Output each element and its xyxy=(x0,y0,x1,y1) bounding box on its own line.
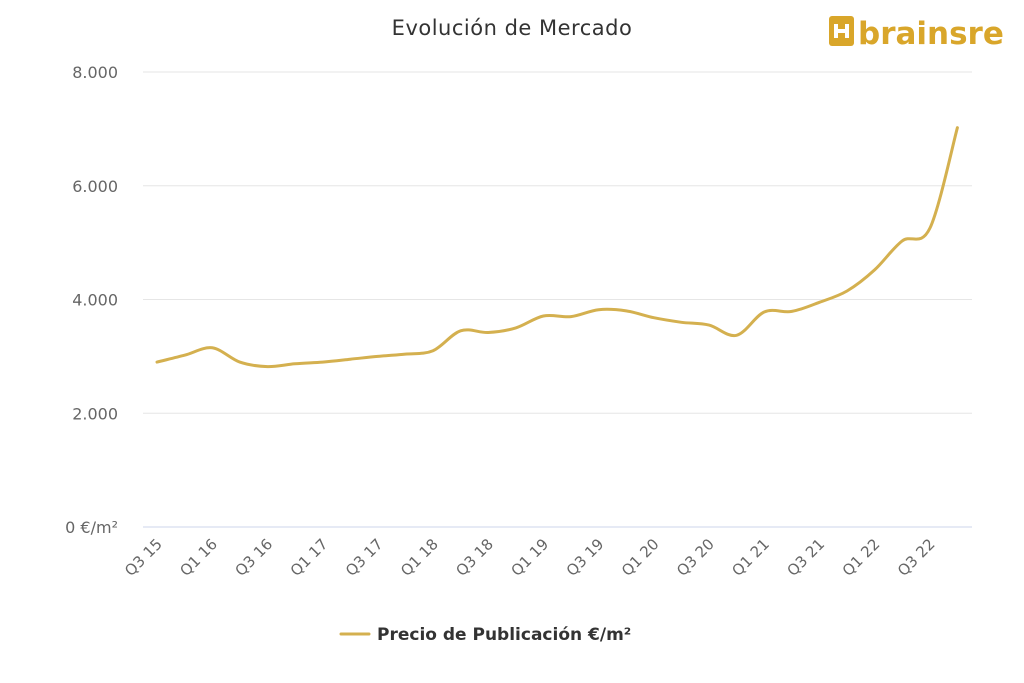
data-point[interactable] xyxy=(951,122,963,134)
x-tick-label: Q1 21 xyxy=(728,535,773,580)
data-point[interactable] xyxy=(924,222,936,234)
data-point[interactable] xyxy=(317,356,329,368)
data-point[interactable] xyxy=(344,353,356,365)
x-tick-label: Q3 15 xyxy=(121,535,166,580)
data-point[interactable] xyxy=(841,285,853,297)
data-point[interactable] xyxy=(565,311,577,323)
x-tick-label: Q1 20 xyxy=(618,535,663,580)
y-tick-label: 4.000 xyxy=(72,291,118,310)
data-point[interactable] xyxy=(206,342,218,354)
y-tick-label: 2.000 xyxy=(72,404,118,423)
y-tick-label: 8.000 xyxy=(72,63,118,82)
series-line[interactable] xyxy=(155,126,959,369)
x-tick-label: Q3 22 xyxy=(894,535,939,580)
x-tick-label: Q1 18 xyxy=(397,535,442,580)
x-tick-label: Q3 19 xyxy=(563,535,608,580)
y-tick-label: 6.000 xyxy=(72,177,118,196)
x-tick-label: Q3 17 xyxy=(342,535,387,580)
data-point[interactable] xyxy=(896,235,908,247)
data-point[interactable] xyxy=(703,319,715,331)
x-tick-label: Q3 21 xyxy=(784,535,829,580)
data-point[interactable] xyxy=(427,345,439,357)
brand-logo: brainsre xyxy=(829,16,1004,52)
x-tick-label: Q3 16 xyxy=(232,535,277,580)
data-point[interactable] xyxy=(482,326,494,338)
data-point[interactable] xyxy=(731,329,743,341)
brand-logo-text: brainsre xyxy=(858,16,1004,52)
data-point[interactable] xyxy=(399,348,411,360)
grid-lines xyxy=(143,71,972,528)
y-tick-label: 0 €/m² xyxy=(65,518,118,537)
x-tick-label: Q3 20 xyxy=(673,535,718,580)
data-point[interactable] xyxy=(261,361,273,373)
x-tick-label: Q1 17 xyxy=(287,535,332,580)
data-point[interactable] xyxy=(648,312,660,324)
data-point[interactable] xyxy=(813,296,825,308)
data-point[interactable] xyxy=(786,305,798,317)
data-point[interactable] xyxy=(179,349,191,361)
x-tick-label: Q1 19 xyxy=(508,535,553,580)
data-point[interactable] xyxy=(151,356,163,368)
legend-label[interactable]: Precio de Publicación €/m² xyxy=(377,625,631,645)
data-point[interactable] xyxy=(758,306,770,318)
data-point[interactable] xyxy=(593,304,605,316)
data-point[interactable] xyxy=(234,356,246,368)
y-axis-labels: 0 €/m² 2.000 4.000 6.000 8.000 xyxy=(65,63,118,537)
x-axis-labels: Q3 15 Q1 16 Q3 16 Q1 17 Q3 17 Q1 18 Q3 18 Q1 19… xyxy=(121,535,939,580)
data-point[interactable] xyxy=(510,322,522,334)
chart-title: Evolución de Mercado xyxy=(392,16,633,40)
data-point[interactable] xyxy=(372,350,384,362)
data-point[interactable] xyxy=(289,358,301,370)
x-tick-label: Q3 18 xyxy=(452,535,497,580)
x-tick-label: Q1 22 xyxy=(839,535,884,580)
data-point[interactable] xyxy=(620,305,632,317)
legend[interactable]: Precio de Publicación €/m² xyxy=(339,625,631,645)
x-tick-label: Q1 16 xyxy=(176,535,221,580)
series-layer xyxy=(151,122,963,373)
data-point[interactable] xyxy=(537,310,549,322)
data-point[interactable] xyxy=(455,325,467,337)
data-point[interactable] xyxy=(675,316,687,328)
data-point[interactable] xyxy=(869,264,881,276)
